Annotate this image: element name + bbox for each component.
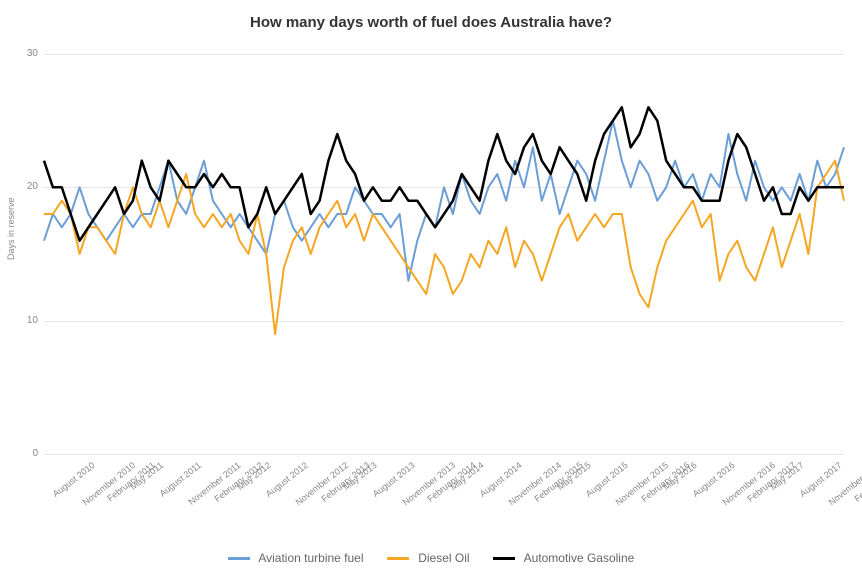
y-axis-label: Days in reserve bbox=[6, 197, 16, 260]
x-axis-labels: August 2010November 2010February 2011May… bbox=[44, 456, 844, 536]
legend-swatch-diesel bbox=[387, 557, 409, 560]
y-tick: 10 bbox=[18, 315, 38, 326]
legend-swatch-gasoline bbox=[493, 557, 515, 560]
y-tick: 30 bbox=[18, 48, 38, 59]
legend: Aviation turbine fuel Diesel Oil Automot… bbox=[0, 551, 862, 565]
legend-label: Automotive Gasoline bbox=[524, 551, 635, 565]
gridline bbox=[44, 454, 844, 455]
legend-label: Diesel Oil bbox=[418, 551, 469, 565]
legend-item-diesel: Diesel Oil bbox=[387, 551, 470, 565]
chart-title: How many days worth of fuel does Austral… bbox=[0, 0, 862, 31]
series-line-aviation-turbine-fuel bbox=[44, 121, 844, 281]
legend-item-aviation: Aviation turbine fuel bbox=[228, 551, 364, 565]
legend-swatch-aviation bbox=[228, 557, 250, 560]
legend-label: Aviation turbine fuel bbox=[258, 551, 363, 565]
fuel-reserve-chart: How many days worth of fuel does Austral… bbox=[0, 0, 862, 575]
y-tick: 20 bbox=[18, 181, 38, 192]
plot-area bbox=[44, 54, 844, 454]
y-tick: 0 bbox=[18, 448, 38, 459]
legend-item-gasoline: Automotive Gasoline bbox=[493, 551, 634, 565]
